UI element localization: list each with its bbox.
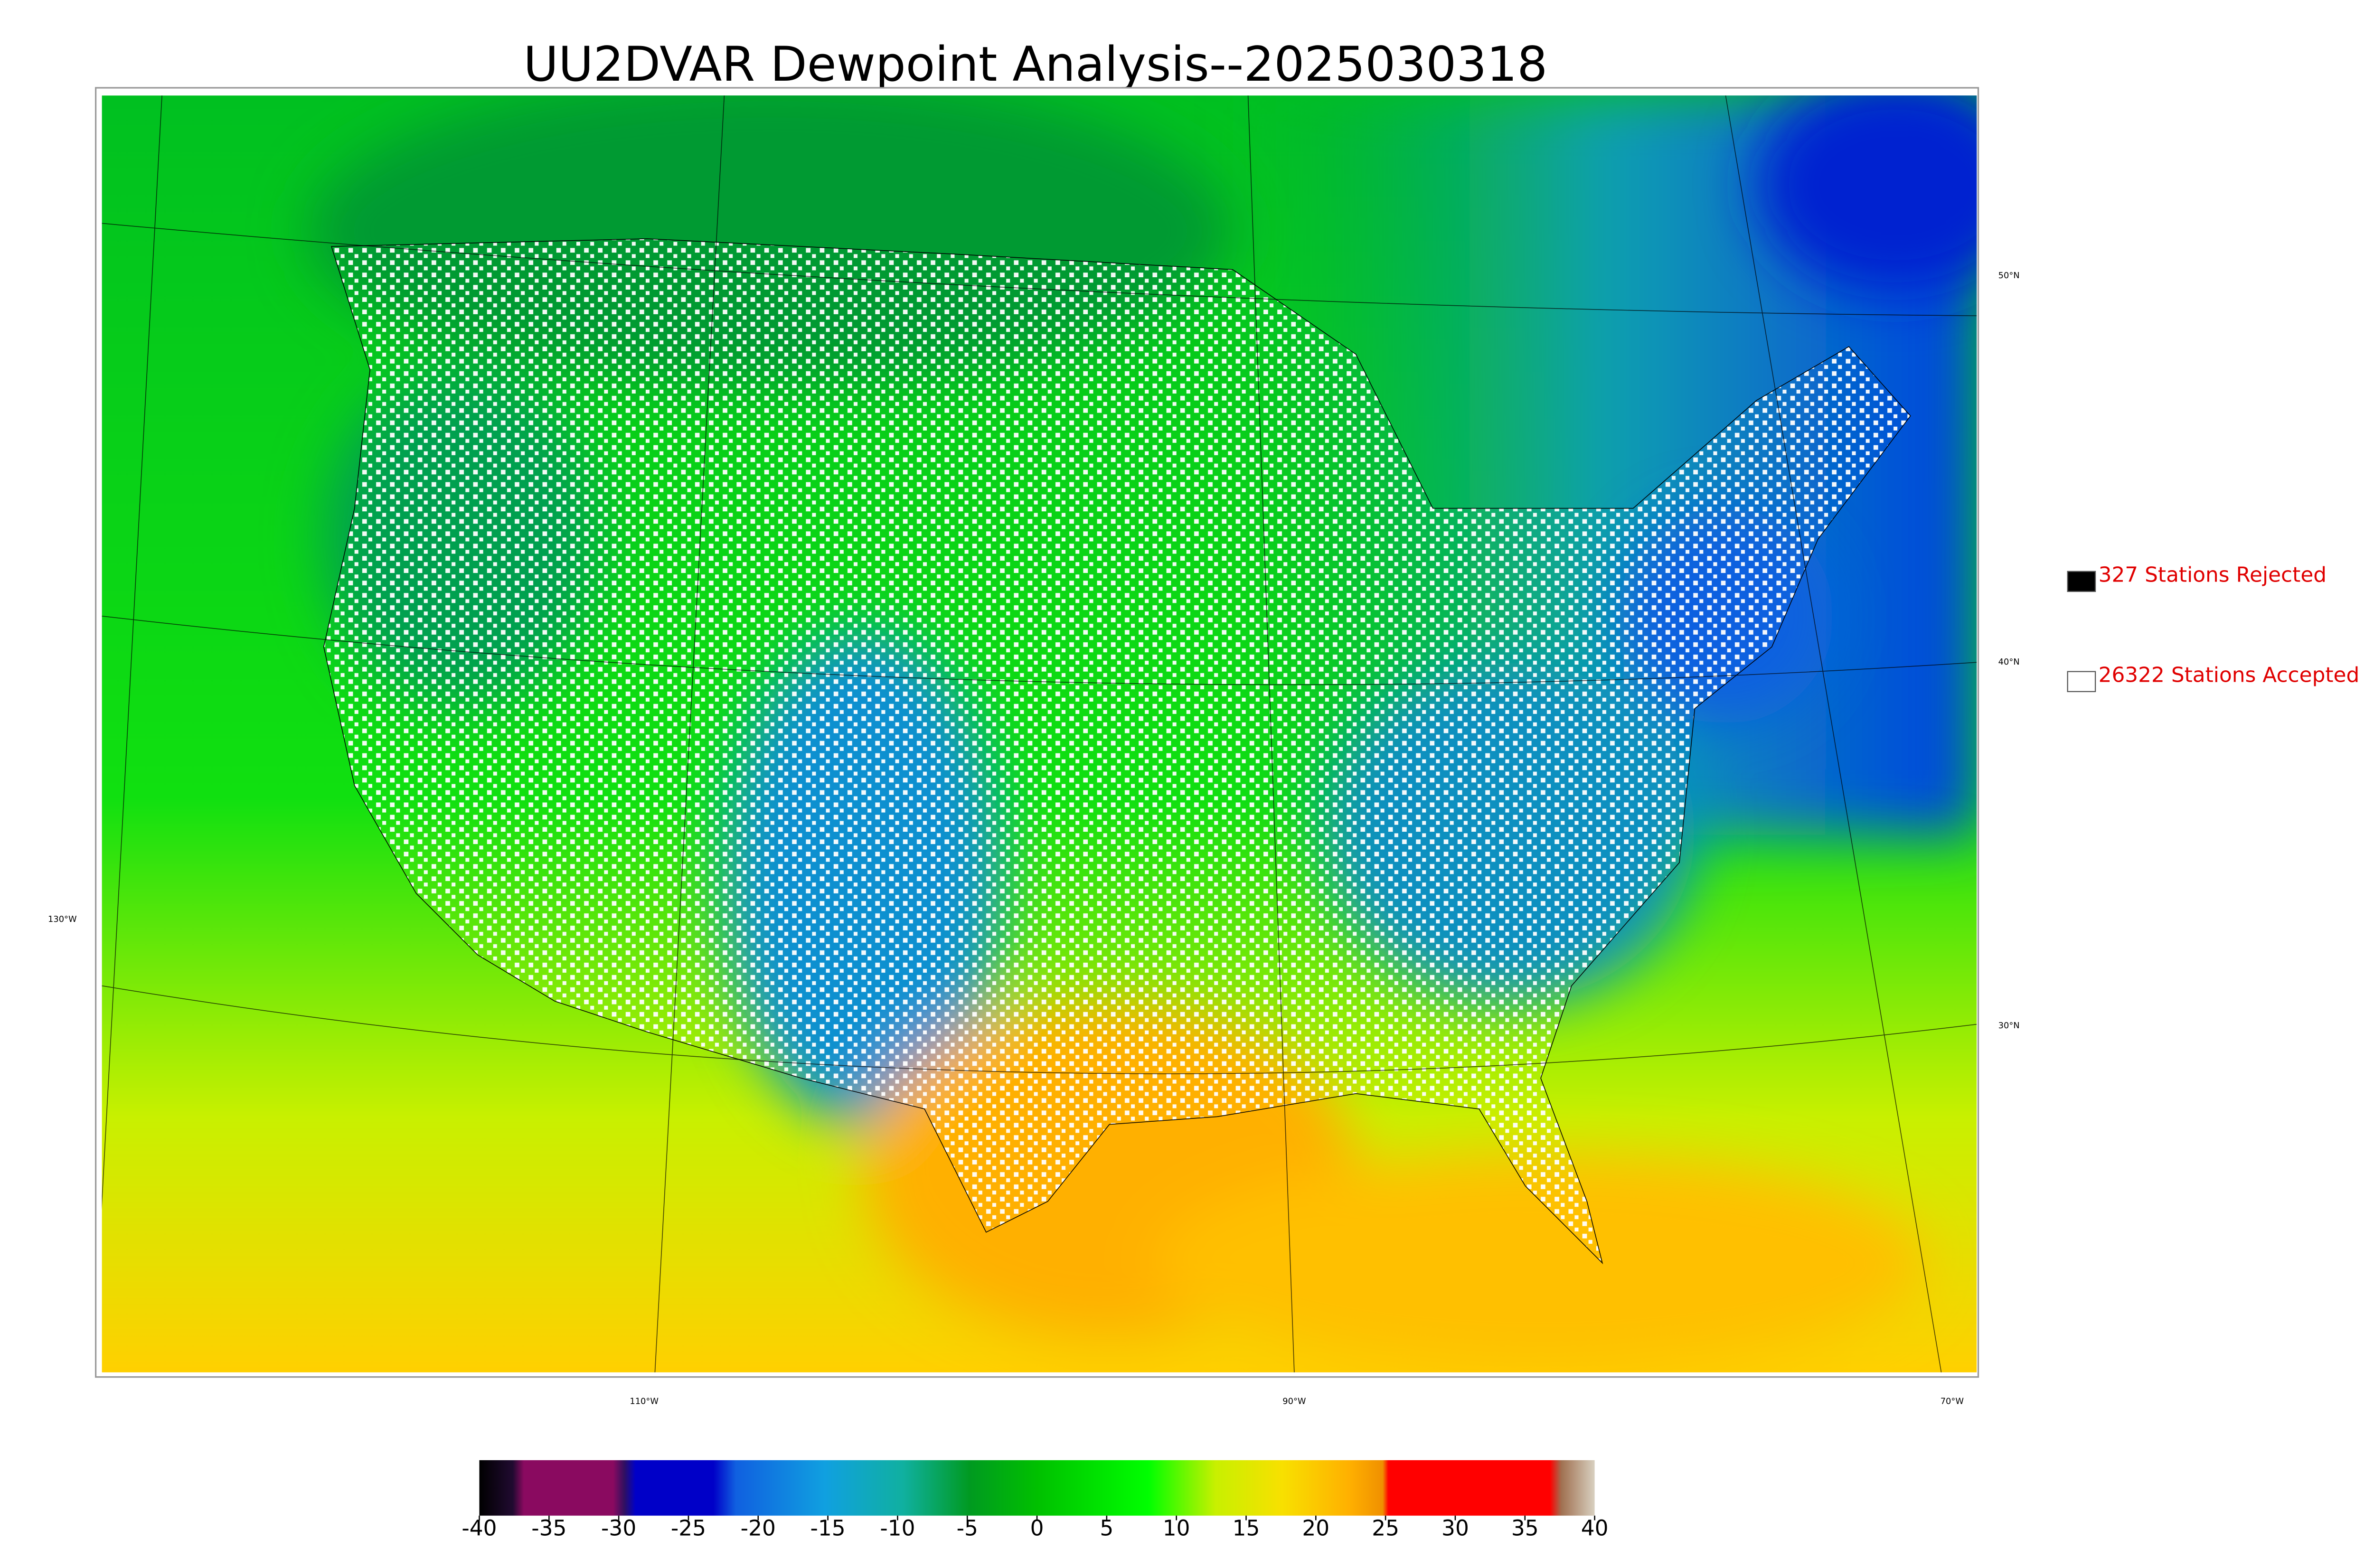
lon-label: 130°W: [48, 914, 77, 924]
colorbar-tick-label: 15: [1233, 1515, 1260, 1540]
map: [102, 95, 1977, 1372]
lat-label: 30°N: [1998, 1021, 2020, 1031]
colorbar-tick-label: -15: [810, 1515, 846, 1540]
colorbar-tick-label: 25: [1372, 1515, 1399, 1540]
colorbar-ticks: -40 -35 -30 -25 -20 -15 -10 -5 0 5 10 15 20 25 30 35 40: [462, 1515, 1608, 1540]
title: UU2DVAR Dewpoint Analysis--2025030318: [523, 37, 1547, 92]
colorbar-tick-label: 5: [1100, 1515, 1113, 1540]
colorbar-tick-label: -20: [741, 1515, 776, 1540]
colorbar-tick-label: 20: [1302, 1515, 1329, 1540]
colorbar-tick-label: 30: [1441, 1515, 1469, 1540]
colorbar-tick-label: 40: [1581, 1515, 1609, 1540]
colorbar-tick-label: -35: [531, 1515, 566, 1540]
colorbar-tick-label: 35: [1511, 1515, 1539, 1540]
graticule-labels: 50°N 40°N 30°N 130°W 110°W 90°W 70°W: [48, 271, 2020, 1407]
colorbar-tick-label: 10: [1163, 1515, 1190, 1540]
legend-label: 26322 Stations Accepted: [2099, 663, 2360, 687]
colorbar-tick-label: -40: [462, 1515, 497, 1540]
legend-swatch: [2067, 571, 2096, 592]
lat-label: 50°N: [1998, 271, 2020, 281]
colorbar-tick-label: -5: [957, 1515, 978, 1540]
lon-label: 70°W: [1941, 1397, 1964, 1407]
lon-label: 90°W: [1282, 1397, 1306, 1407]
legend-swatch: [2067, 671, 2096, 692]
colorbar-tick-label: -10: [880, 1515, 915, 1540]
colorbar-tick-label: -30: [601, 1515, 636, 1540]
colorbar-tick-label: 0: [1030, 1515, 1044, 1540]
legend-label: 327 Stations Rejected: [2099, 563, 2327, 587]
lat-label: 40°N: [1998, 657, 2020, 667]
colorbar-tick-label: -25: [671, 1515, 706, 1540]
legend: 327 Stations Rejected 26322 Stations Acce…: [2067, 563, 2360, 692]
lon-label: 110°W: [630, 1397, 659, 1407]
colorbar: [479, 1460, 1595, 1516]
